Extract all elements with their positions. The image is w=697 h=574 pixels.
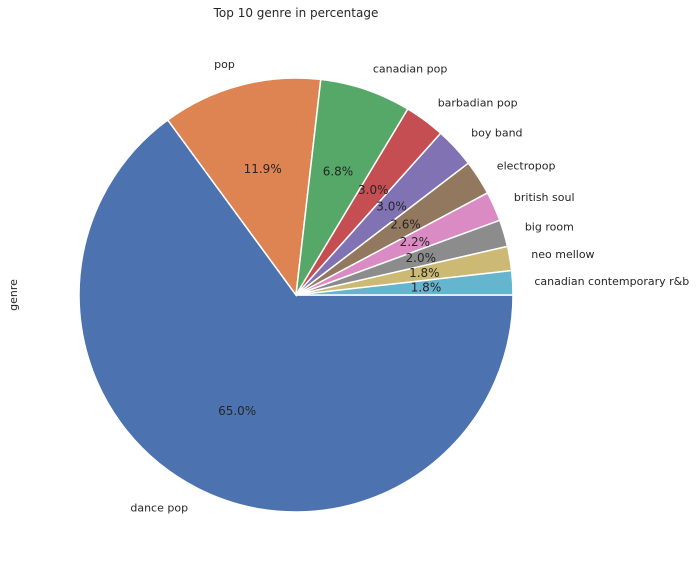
- category-label-barbadian-pop: barbadian pop: [438, 96, 518, 109]
- percentage-label-barbadian-pop: 3.0%: [358, 183, 389, 197]
- category-label-pop: pop: [214, 58, 235, 71]
- category-label-boy-band: boy band: [471, 126, 522, 139]
- percentage-label-electropop: 2.6%: [390, 218, 421, 232]
- percentage-label-boy-band: 3.0%: [376, 200, 407, 214]
- percentage-label-dance-pop: 65.0%: [218, 404, 256, 418]
- percentage-label-canadian-contemporary-r-b: 1.8%: [411, 281, 442, 295]
- percentage-label-british-soul: 2.2%: [400, 235, 431, 249]
- category-label-canadian-pop: canadian pop: [373, 63, 447, 76]
- percentage-label-pop: 11.9%: [244, 162, 282, 176]
- pie-slice-pop: [166, 77, 322, 297]
- category-label-electropop: electropop: [497, 159, 556, 172]
- category-labels: dance pop pop canadian pop barbadian pop boy…: [130, 58, 689, 515]
- pie-slices: [78, 77, 514, 513]
- category-label-canadian-contemporary-r-b: canadian contemporary r&b: [534, 275, 689, 288]
- percentage-label-neo-mellow: 1.8%: [409, 266, 440, 280]
- pie-slice-dance-pop: [78, 118, 514, 513]
- percentage-labels: 65.0%11.9% 6.8%3.0%3.0%2.6%2.2%2.0%1.8%1.…: [218, 162, 441, 418]
- chart-title: Top 10 genre in percentage: [213, 6, 379, 20]
- category-label-british-soul: british soul: [514, 191, 575, 204]
- category-label-dance-pop: dance pop: [130, 501, 188, 514]
- category-label-neo-mellow: neo mellow: [531, 248, 594, 261]
- pie-slice-canadian-contemporary-r-b: [295, 269, 514, 296]
- percentage-label-big-room: 2.0%: [406, 251, 437, 265]
- category-label-big-room: big room: [525, 221, 574, 234]
- y-axis-label: genre: [7, 279, 20, 311]
- percentage-label-canadian-pop: 6.8%: [323, 165, 354, 179]
